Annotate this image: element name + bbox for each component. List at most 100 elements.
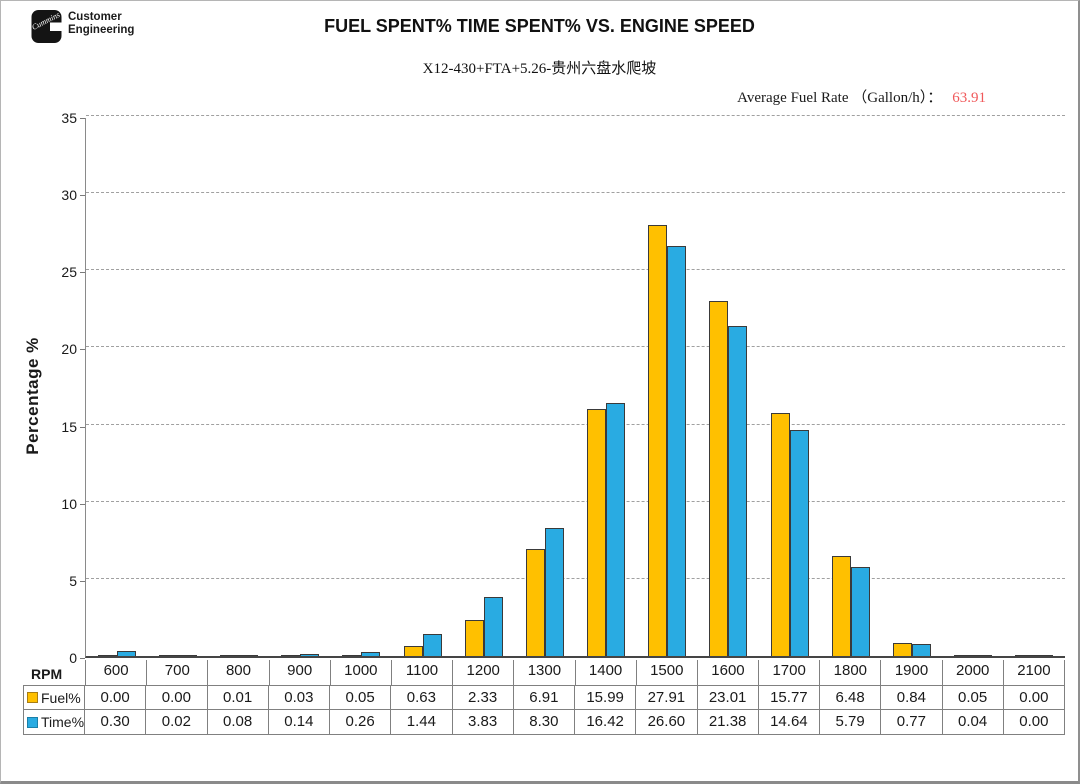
bar-Time-900 xyxy=(300,654,320,656)
bar-group-1700 xyxy=(759,413,820,656)
bar-Fuel-700 xyxy=(158,655,178,656)
y-axis-label-35: 35 xyxy=(61,110,77,126)
bar-Time-2100 xyxy=(1034,655,1054,656)
x-tick-700: 700 xyxy=(147,660,209,685)
gridline-5 xyxy=(86,577,1065,579)
x-tick-1500: 1500 xyxy=(637,660,698,685)
bar-Time-600 xyxy=(116,651,136,656)
gridline-15 xyxy=(86,423,1065,425)
bar-group-2000 xyxy=(943,655,1004,656)
bar-group-1100 xyxy=(392,634,453,656)
bar-group-1800 xyxy=(820,556,881,656)
bar-Time-1100 xyxy=(422,634,442,656)
table-cell-Fuel-1400: 15.99 xyxy=(575,686,637,709)
bar-group-1600 xyxy=(698,301,759,656)
table-cell-Time-800: 0.08 xyxy=(208,710,269,734)
x-tick-1100: 1100 xyxy=(392,660,454,685)
bar-Time-1400 xyxy=(606,403,626,656)
x-tick-1200: 1200 xyxy=(453,660,515,685)
table-cell-Time-1000: 0.26 xyxy=(330,710,392,734)
bar-Fuel-1900 xyxy=(893,643,913,656)
average-fuel-rate: Average Fuel Rate （Gallon/h）： 63.91 xyxy=(737,86,986,107)
logo-text-line2: Engineering xyxy=(68,24,135,36)
bar-Time-1700 xyxy=(789,430,809,656)
gridline-30 xyxy=(86,192,1065,194)
y-axis-tick xyxy=(80,426,85,428)
table-cell-Fuel-1500: 27.91 xyxy=(636,686,698,709)
y-axis-label-15: 15 xyxy=(61,418,77,435)
bar-Fuel-1500 xyxy=(648,225,668,656)
average-fuel-rate-value: 63.91 xyxy=(952,90,986,106)
x-tick-1000: 1000 xyxy=(331,660,392,685)
gridline-10 xyxy=(86,500,1065,502)
x-axis-tick-row: 600 700 800 900 1000 1100 1200 1300 1400 1500 1600… xyxy=(85,660,1065,685)
x-tick-900: 900 xyxy=(270,660,331,685)
bar-Fuel-600 xyxy=(97,655,117,656)
table-cell-Time-1900: 0.77 xyxy=(881,710,943,734)
logo-text-line1: Customer xyxy=(68,11,122,23)
bar-Fuel-800 xyxy=(219,655,239,656)
bar-Fuel-2000 xyxy=(954,655,974,656)
x-tick-800: 800 xyxy=(208,660,270,685)
table-cell-Fuel-1300: 6.91 xyxy=(514,686,575,709)
table-cell-Time-2000: 0.04 xyxy=(943,710,1004,734)
table-cell-Fuel-800: 0.01 xyxy=(208,686,269,709)
bar-group-1900 xyxy=(881,643,942,656)
bar-group-800 xyxy=(208,655,269,656)
table-cell-Time-900: 0.14 xyxy=(269,710,330,734)
table-cell-Time-1100: 1.44 xyxy=(391,710,453,734)
table-cell-Fuel-2000: 0.05 xyxy=(943,686,1004,709)
x-tick-1700: 1700 xyxy=(759,660,821,685)
bar-Time-1000 xyxy=(361,652,381,656)
series-legend-Time: Time% xyxy=(23,710,85,734)
y-axis-tick xyxy=(80,195,85,197)
table-cell-Fuel-2100: 0.00 xyxy=(1004,686,1065,709)
legend-key-icon xyxy=(27,692,38,703)
plot-area xyxy=(85,115,1065,658)
y-axis-tick xyxy=(80,658,85,659)
x-tick-1900: 1900 xyxy=(881,660,943,685)
bar-group-1000 xyxy=(331,652,392,656)
cummins-logo-icon: Cummins xyxy=(31,10,62,43)
table-cell-Time-700: 0.02 xyxy=(146,710,208,734)
table-cell-Fuel-1000: 0.05 xyxy=(330,686,392,709)
bar-Fuel-1600 xyxy=(709,301,729,656)
bar-group-900 xyxy=(270,654,331,656)
series-label: Time% xyxy=(41,714,85,730)
gridline-35 xyxy=(86,115,1065,116)
table-cell-Time-1500: 26.60 xyxy=(636,710,698,734)
bar-Time-800 xyxy=(238,655,258,656)
gridline-25 xyxy=(86,269,1065,271)
y-axis-label-30: 30 xyxy=(61,187,77,204)
x-tick-600: 600 xyxy=(85,660,148,685)
table-cell-Fuel-600: 0.00 xyxy=(85,686,147,709)
x-tick-1300: 1300 xyxy=(514,660,576,685)
bar-Fuel-1300 xyxy=(525,549,545,656)
y-axis-tick xyxy=(80,580,85,582)
bar-Time-1900 xyxy=(912,644,932,656)
bar-Fuel-1100 xyxy=(403,646,423,656)
bar-group-700 xyxy=(147,655,208,656)
bar-Time-1500 xyxy=(667,246,687,656)
y-axis-tick xyxy=(80,503,85,505)
bar-group-1400 xyxy=(576,403,637,656)
bar-Time-1200 xyxy=(483,597,503,656)
table-cell-Fuel-900: 0.03 xyxy=(269,686,330,709)
bar-group-1500 xyxy=(637,225,698,656)
bar-group-1200 xyxy=(453,597,514,656)
bar-Fuel-900 xyxy=(281,655,301,656)
table-cell-Fuel-1800: 6.48 xyxy=(820,686,882,709)
table-cell-Time-2100: 0.00 xyxy=(1004,710,1065,734)
bar-Fuel-1200 xyxy=(464,620,484,656)
y-axis-label-0: 0 xyxy=(69,650,77,666)
x-axis-title: RPM xyxy=(31,666,63,682)
table-row-Fuel: Fuel% 0.00 0.00 0.01 0.03 0.05 0.63 2.33 6.91 15.… xyxy=(23,685,1065,710)
average-fuel-rate-label: Average Fuel Rate （Gallon/h）： xyxy=(737,90,943,106)
data-table: Fuel% 0.00 0.00 0.01 0.03 0.05 0.63 2.33 6.91 15.… xyxy=(23,685,1065,735)
legend-key-icon xyxy=(27,716,38,728)
x-tick-1600: 1600 xyxy=(698,660,760,685)
table-cell-Fuel-700: 0.00 xyxy=(146,686,208,709)
x-tick-1400: 1400 xyxy=(576,660,637,685)
bar-Fuel-1800 xyxy=(831,556,851,656)
x-tick-2100: 2100 xyxy=(1004,660,1065,685)
